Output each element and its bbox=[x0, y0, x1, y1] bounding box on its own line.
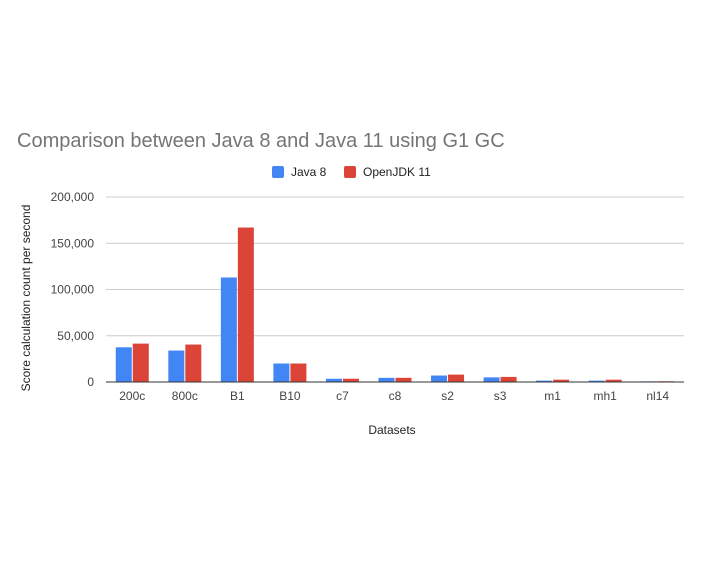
x-tick-label: c7 bbox=[336, 389, 349, 403]
y-tick-label: 0 bbox=[87, 375, 94, 389]
bar-800c-java-8 bbox=[168, 350, 185, 382]
x-tick-label: s2 bbox=[441, 389, 454, 403]
x-tick-label: nl14 bbox=[646, 389, 669, 403]
bar-c8-openjdk-11 bbox=[395, 377, 412, 382]
legend-label-openjdk-11: OpenJDK 11 bbox=[363, 165, 431, 179]
bar-mh1-java-8 bbox=[588, 380, 605, 382]
x-tick-label: 800c bbox=[172, 389, 198, 403]
x-tick-label: m1 bbox=[544, 389, 561, 403]
bar-c7-openjdk-11 bbox=[342, 378, 359, 382]
bar-s3-openjdk-11 bbox=[500, 376, 517, 382]
bar-m1-java-8 bbox=[536, 380, 553, 382]
bar-s3-java-8 bbox=[483, 377, 500, 382]
y-tick-label: 100,000 bbox=[51, 283, 95, 297]
y-axis-ticks: 0 50,000 100,000 150,000 200,000 bbox=[51, 190, 95, 389]
bar-b10-java-8 bbox=[273, 363, 290, 382]
bar-200c-java-8 bbox=[115, 347, 132, 382]
bar-mh1-openjdk-11 bbox=[605, 379, 622, 382]
bar-s2-java-8 bbox=[431, 375, 448, 382]
x-tick-label: B1 bbox=[230, 389, 245, 403]
bar-b10-openjdk-11 bbox=[290, 363, 307, 382]
x-tick-label: c8 bbox=[389, 389, 402, 403]
x-axis-label: Datasets bbox=[368, 423, 415, 437]
bar-s2-openjdk-11 bbox=[448, 374, 465, 382]
y-tick-label: 200,000 bbox=[51, 190, 95, 204]
bars bbox=[115, 227, 675, 382]
legend-swatch-openjdk-11 bbox=[344, 166, 356, 178]
x-axis-ticks: 200c 800c B1 B10 c7 c8 s2 s3 m1 mh1 nl14 bbox=[119, 389, 669, 403]
x-tick-label: B10 bbox=[279, 389, 301, 403]
y-tick-label: 150,000 bbox=[51, 236, 95, 250]
bar-b1-java-8 bbox=[220, 277, 237, 382]
x-tick-label: mh1 bbox=[594, 389, 618, 403]
legend: Java 8 OpenJDK 11 bbox=[272, 165, 431, 179]
chart-title: Comparison between Java 8 and Java 11 us… bbox=[17, 130, 505, 152]
bar-c7-java-8 bbox=[325, 378, 342, 382]
y-axis-label: Score calculation count per second bbox=[19, 205, 33, 392]
bar-m1-openjdk-11 bbox=[553, 379, 570, 382]
y-tick-label: 50,000 bbox=[57, 329, 94, 343]
bar-200c-openjdk-11 bbox=[132, 343, 149, 382]
bar-800c-openjdk-11 bbox=[185, 344, 202, 382]
x-tick-label: 200c bbox=[119, 389, 145, 403]
bar-c8-java-8 bbox=[378, 377, 395, 382]
legend-label-java-8: Java 8 bbox=[291, 165, 327, 179]
bar-b1-openjdk-11 bbox=[237, 227, 254, 382]
legend-swatch-java-8 bbox=[272, 166, 284, 178]
x-tick-label: s3 bbox=[494, 389, 507, 403]
gridlines bbox=[106, 196, 684, 337]
